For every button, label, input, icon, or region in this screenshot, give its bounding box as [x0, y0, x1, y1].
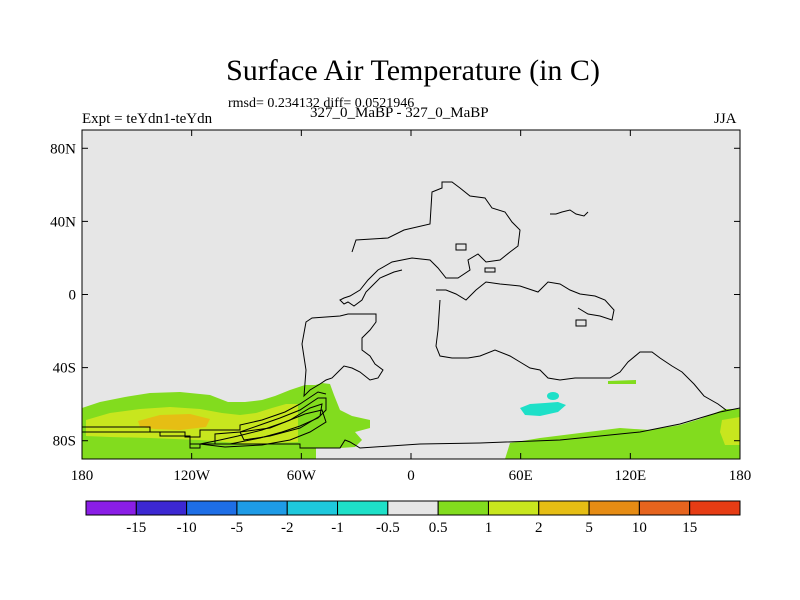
y-tick-label: 40S [53, 361, 76, 377]
coastline-north-islands [550, 209, 589, 217]
x-axis-ticks: 180 120W 60W 0 60E 120E 180 [71, 130, 752, 484]
colorbar-label: 15 [682, 520, 697, 536]
colorbar-box [538, 500, 590, 516]
y-tick-label: 0 [69, 288, 77, 304]
colorbar-box [588, 500, 640, 516]
colorbar-label: -5 [231, 520, 244, 536]
y-tick-label: 80S [53, 434, 76, 450]
anomaly-fills [82, 380, 740, 459]
y-axis-ticks: 80N 40N 0 40S 80S [50, 141, 740, 450]
stats-label: rmsd= 0.234132 diff= 0.0521946 [228, 96, 415, 111]
coastline-small-island-2 [484, 267, 496, 273]
coastlines [82, 181, 740, 449]
coastline-polar-inner-2 [190, 397, 327, 445]
colorbar-box [487, 500, 540, 516]
coastline-africa [435, 299, 727, 411]
colorbar-box [638, 500, 691, 516]
coastline-small-island-3 [575, 319, 587, 327]
colorbar-label: -1 [331, 520, 344, 536]
x-tick-label: 180 [729, 468, 752, 484]
colorbar-label: -15 [126, 520, 146, 536]
colorbar-box [689, 500, 741, 516]
x-tick-label: 120E [614, 468, 646, 484]
map-plot-area [82, 130, 740, 459]
coastline-polar-inner-4 [199, 409, 327, 448]
y-tick-label: 40N [50, 214, 76, 230]
y-tick-label: 80N [50, 141, 76, 157]
colorbar: -15 -10 -5 -2 -1 -0.5 0.5 1 2 5 10 15 [85, 500, 741, 536]
colorbar-box [135, 500, 188, 516]
anomaly-region-southern-ocean-cold-small [547, 392, 559, 400]
colorbar-label: 10 [632, 520, 647, 536]
x-tick-label: 180 [71, 468, 94, 484]
anomaly-region-south-indian-strip [608, 380, 636, 384]
colorbar-box [337, 500, 389, 516]
colorbar-label: -0.5 [376, 520, 400, 536]
colorbar-label: 2 [535, 520, 543, 536]
anomaly-region-east-antarctic-core [720, 417, 740, 445]
coastline-north-america [339, 181, 521, 307]
coastline-polar-inner-1 [82, 391, 327, 438]
colorbar-box [236, 500, 288, 516]
colorbar-box [437, 500, 489, 516]
chart-title: Surface Air Temperature (in C) [226, 54, 600, 87]
x-tick-label: 120W [173, 468, 211, 484]
colorbar-label: 1 [485, 520, 493, 536]
experiment-label: Expt = teYdn1-teYdn [82, 111, 213, 127]
experiment-name-label: 327_0_MaBP - 327_0_MaBP [310, 105, 489, 121]
colorbar-box [286, 500, 339, 516]
season-label: JJA [714, 111, 737, 127]
x-tick-label: 60E [509, 468, 533, 484]
colorbar-box [186, 500, 238, 516]
anomaly-region-southern-ocean-cold [520, 402, 566, 416]
colorbar-label: -2 [281, 520, 294, 536]
colorbar-box [85, 500, 137, 516]
colorbar-label: 5 [585, 520, 593, 536]
colorbar-label: 0.5 [429, 520, 448, 536]
coastline-small-island-1 [455, 243, 467, 251]
coastline-eurasia [436, 281, 615, 321]
anomaly-region-south-pacific-core [138, 414, 210, 430]
colorbar-label: -10 [177, 520, 197, 536]
x-tick-label: 0 [407, 468, 415, 484]
x-tick-label: 60W [287, 468, 317, 484]
coastline-south-america [301, 313, 384, 398]
colorbar-box [387, 500, 439, 516]
